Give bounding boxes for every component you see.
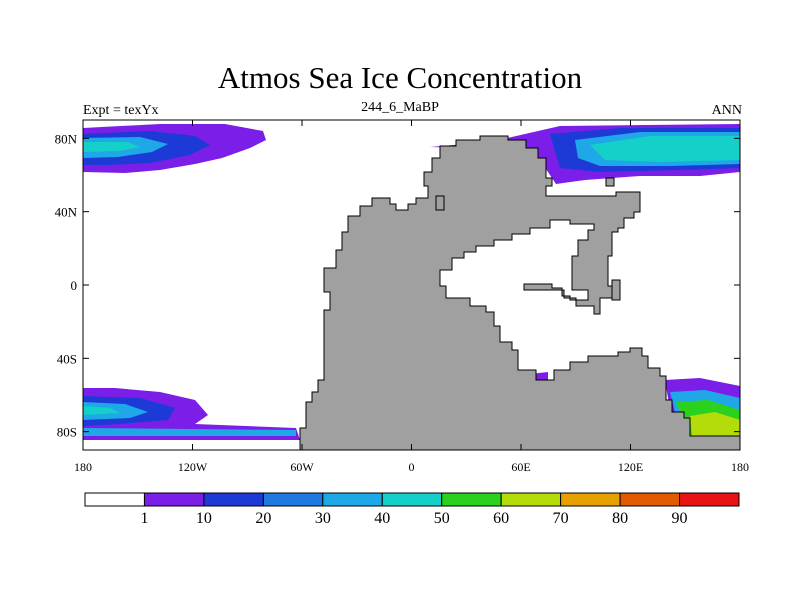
land-main bbox=[299, 135, 740, 450]
colorbar-swatch bbox=[203, 492, 264, 507]
colorbar-label: 30 bbox=[315, 510, 331, 527]
y-axis: 80N 40N 0 40S 80S bbox=[55, 131, 740, 440]
period-subtitle: 244_6_MaBP bbox=[361, 100, 439, 115]
map-fields bbox=[83, 124, 740, 450]
colorbar-label: 1 bbox=[140, 510, 148, 527]
x-axis: 180 120W 60W 0 60E 120E 180 bbox=[74, 120, 749, 474]
colorbar-label: 20 bbox=[255, 510, 271, 527]
x-tick-label: 60W bbox=[290, 460, 314, 474]
ice-antarctic-east-core bbox=[690, 412, 740, 436]
colorbar-swatch bbox=[500, 492, 562, 507]
colorbar: 1 10 20 30 40 50 60 70 80 90 bbox=[84, 492, 740, 527]
ice-arctic-west-core bbox=[83, 142, 140, 152]
colorbar-swatch bbox=[84, 492, 145, 507]
colorbar-label: 60 bbox=[493, 510, 509, 527]
x-tick-label: 120W bbox=[178, 460, 208, 474]
colorbar-swatch bbox=[381, 492, 443, 507]
colorbar-swatch bbox=[143, 492, 205, 507]
ice-arctic-east-core bbox=[590, 136, 740, 162]
colorbar-label: 50 bbox=[434, 510, 450, 527]
ice-antarctic-west-core bbox=[83, 406, 120, 415]
y-tick-label: 80N bbox=[55, 131, 78, 146]
colorbar-swatch bbox=[619, 492, 681, 507]
y-tick-label: 80S bbox=[57, 425, 77, 440]
colorbar-label: 70 bbox=[553, 510, 569, 527]
land-island-3 bbox=[435, 195, 445, 211]
x-tick-label: 0 bbox=[409, 460, 415, 474]
colorbar-swatch bbox=[262, 492, 324, 507]
colorbar-label: 40 bbox=[374, 510, 390, 527]
chart-title: Atmos Sea Ice Concentration bbox=[217, 60, 583, 95]
ice-antarctic-west-coast bbox=[83, 428, 296, 436]
x-tick-label: 180 bbox=[731, 460, 749, 474]
colorbar-label: 10 bbox=[196, 510, 212, 527]
colorbar-swatch bbox=[322, 492, 383, 507]
x-tick-label: 180 bbox=[74, 460, 92, 474]
x-tick-label: 120E bbox=[618, 460, 643, 474]
colorbar-label: 90 bbox=[672, 510, 688, 527]
y-tick-label: 40S bbox=[57, 351, 77, 366]
x-tick-label: 60E bbox=[511, 460, 530, 474]
colorbar-swatch bbox=[679, 492, 740, 507]
colorbar-swatch bbox=[441, 492, 502, 507]
land-island-2 bbox=[611, 279, 621, 301]
y-tick-label: 0 bbox=[71, 278, 78, 293]
land-island-1 bbox=[605, 177, 615, 187]
y-tick-label: 40N bbox=[55, 205, 78, 220]
season-label: ANN bbox=[711, 103, 742, 118]
colorbar-label: 80 bbox=[612, 510, 628, 527]
colorbar-swatch bbox=[560, 492, 621, 507]
experiment-label: Expt = texYx bbox=[83, 103, 159, 118]
